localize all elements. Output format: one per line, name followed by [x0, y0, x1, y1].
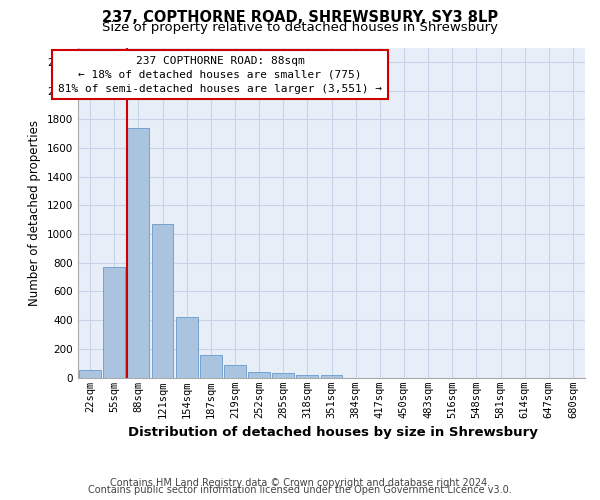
Text: 237, COPTHORNE ROAD, SHREWSBURY, SY3 8LP: 237, COPTHORNE ROAD, SHREWSBURY, SY3 8LP — [102, 10, 498, 25]
Bar — [224, 366, 246, 378]
Bar — [176, 317, 197, 378]
Text: 237 COPTHORNE ROAD: 88sqm
← 18% of detached houses are smaller (775)
81% of semi: 237 COPTHORNE ROAD: 88sqm ← 18% of detac… — [58, 56, 382, 94]
Y-axis label: Number of detached properties: Number of detached properties — [28, 120, 41, 306]
Text: Size of property relative to detached houses in Shrewsbury: Size of property relative to detached ho… — [102, 22, 498, 35]
Bar — [248, 372, 270, 378]
Text: Contains HM Land Registry data © Crown copyright and database right 2024.: Contains HM Land Registry data © Crown c… — [110, 478, 490, 488]
Bar — [296, 374, 318, 378]
Text: Distribution of detached houses by size in Shrewsbury: Distribution of detached houses by size … — [128, 426, 538, 439]
Bar — [200, 356, 221, 378]
Bar — [320, 376, 343, 378]
Text: Contains public sector information licensed under the Open Government Licence v3: Contains public sector information licen… — [88, 485, 512, 495]
Bar — [103, 267, 125, 378]
Bar — [152, 224, 173, 378]
Bar — [272, 373, 294, 378]
Bar — [79, 370, 101, 378]
Bar — [127, 128, 149, 378]
